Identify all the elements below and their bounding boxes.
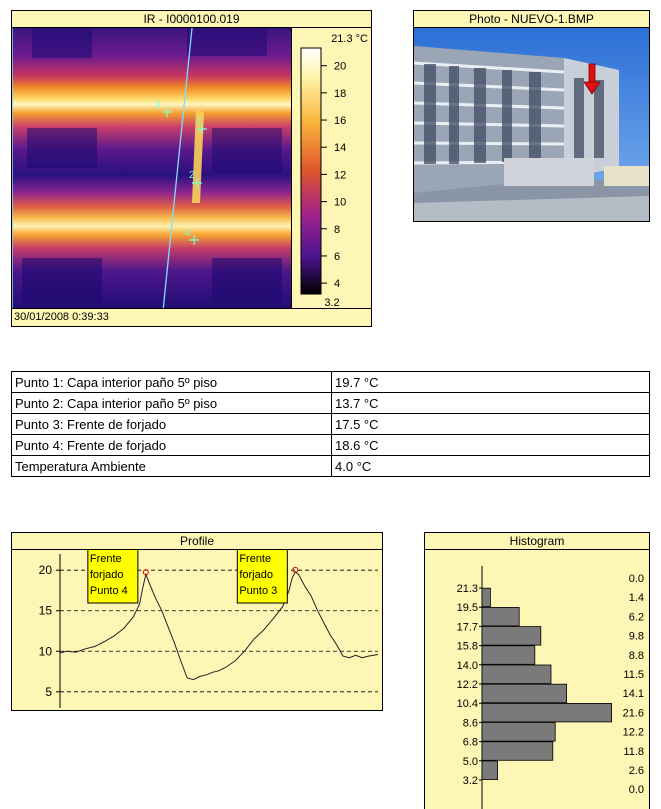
profile-chart: 20 15 10 5 Frente forjado Punto 4 Frente forjado… bbox=[39, 550, 379, 708]
point-label: Temperatura Ambiente bbox=[11, 455, 332, 477]
hist-value-label: 0.0 bbox=[629, 573, 644, 585]
hist-category-label: 12.2 bbox=[457, 679, 478, 691]
scale-tick-label: 18 bbox=[334, 88, 346, 100]
hist-category-label: 17.7 bbox=[457, 621, 478, 633]
ir-thermal-image[interactable]: 3 1 2 4 bbox=[12, 28, 291, 311]
point-label: Punto 4: Frente de forjado bbox=[11, 434, 332, 456]
hist-category-label: 5.0 bbox=[463, 756, 478, 768]
scale-tick-label: 14 bbox=[334, 142, 346, 154]
y-tick-label: 5 bbox=[45, 685, 52, 699]
ir-panel: IR - I0000100.019 bbox=[11, 10, 372, 327]
ir-title: IR - I0000100.019 bbox=[12, 11, 371, 28]
hist-bar bbox=[481, 760, 499, 780]
peak-marker bbox=[142, 569, 149, 576]
photo-title: Photo - NUEVO-1.BMP bbox=[414, 11, 649, 28]
hist-value-label: 11.8 bbox=[623, 746, 644, 758]
ir-marker-label: 3 bbox=[155, 100, 161, 111]
point-value: 19.7 °C bbox=[331, 371, 650, 393]
point-label: Punto 1: Capa interior paño 5º piso bbox=[11, 371, 332, 393]
point-value: 18.6 °C bbox=[331, 434, 650, 456]
hist-category-label: 8.6 bbox=[463, 717, 478, 729]
hist-bar bbox=[481, 626, 542, 646]
annotation-label: Punto 4 bbox=[90, 585, 128, 597]
scale-tick-label: 16 bbox=[334, 115, 346, 127]
hist-category-label: 10.4 bbox=[457, 698, 478, 710]
hist-value-label: 9.8 bbox=[629, 631, 644, 643]
profile-panel: Profile 20 15 10 5 Frente forjado Punto 4 Frent… bbox=[11, 532, 383, 711]
building-photo[interactable] bbox=[414, 28, 649, 221]
point-value: 13.7 °C bbox=[331, 392, 650, 414]
profile-title: Profile bbox=[12, 533, 382, 550]
annotation-label: Frente bbox=[239, 553, 271, 565]
photo-panel: Photo - NUEVO-1.BMP bbox=[413, 10, 650, 222]
point-label: Punto 2: Capa interior paño 5º piso bbox=[11, 392, 332, 414]
hist-bar bbox=[481, 645, 536, 665]
hist-category-label: 14.0 bbox=[457, 660, 478, 672]
scale-tick-label: 10 bbox=[334, 197, 346, 209]
hist-bar bbox=[481, 683, 567, 704]
scale-tick-label: 20 bbox=[334, 61, 346, 73]
hist-bar bbox=[481, 741, 554, 761]
histogram-chart: 21.3 19.5 17.7 15.8 14.0 12.2 10.4 8.6 6.8 5.0 3.2… bbox=[457, 566, 644, 809]
scale-min-label: 3.2 bbox=[324, 297, 339, 309]
hist-category-label: 19.5 bbox=[457, 602, 478, 614]
ir-marker-label: 4 bbox=[185, 228, 191, 239]
scale-tick-label: 6 bbox=[334, 251, 340, 263]
scale-max-label: 21.3 °C bbox=[331, 33, 368, 45]
point-value: 4.0 °C bbox=[331, 455, 650, 477]
peak-marker bbox=[292, 566, 299, 573]
histogram-title: Histogram bbox=[425, 533, 649, 550]
point-label: Punto 3: Frente de forjado bbox=[11, 413, 332, 435]
hist-bar bbox=[481, 664, 552, 684]
hist-bar bbox=[481, 702, 613, 723]
ir-marker-label: 1 bbox=[196, 116, 202, 127]
hist-category-label: 3.2 bbox=[463, 775, 478, 787]
hist-bar bbox=[481, 607, 520, 627]
table-row: Punto 3: Frente de forjado 17.5 °C bbox=[11, 413, 650, 435]
hist-category-label: 21.3 bbox=[457, 583, 478, 595]
y-tick-label: 20 bbox=[39, 563, 53, 577]
hist-value-label: 1.4 bbox=[629, 592, 644, 604]
ir-timestamp: 30/01/2008 0:39:33 bbox=[12, 308, 371, 326]
scale-tick-label: 8 bbox=[334, 224, 340, 236]
hist-value-label: 8.8 bbox=[629, 650, 644, 662]
y-tick-label: 15 bbox=[39, 604, 53, 618]
hist-value-label: 6.2 bbox=[629, 611, 644, 623]
table-row: Temperatura Ambiente 4.0 °C bbox=[11, 455, 650, 477]
ir-color-scale: 21.3 °C 20 18 16 14 12 10 8 6 4 3.2 bbox=[291, 28, 371, 311]
annotation-label: Punto 3 bbox=[239, 585, 277, 597]
table-row: Punto 2: Capa interior paño 5º piso 13.7 … bbox=[11, 392, 650, 414]
hist-value-label: 0.0 bbox=[629, 784, 644, 796]
histogram-panel: Histogram 21.3 19.5 17.7 15.8 14.0 12.2 10.4 8.… bbox=[424, 532, 650, 809]
y-tick-label: 10 bbox=[39, 644, 53, 658]
annotation-box bbox=[87, 550, 139, 604]
hist-value-label: 14.1 bbox=[623, 688, 644, 700]
hist-bar bbox=[481, 722, 556, 742]
hist-value-label: 11.5 bbox=[623, 669, 644, 681]
hist-category-label: 15.8 bbox=[457, 641, 478, 653]
scale-tick-label: 12 bbox=[334, 169, 346, 181]
annotation-box bbox=[236, 550, 288, 604]
hist-value-label: 12.2 bbox=[623, 727, 644, 739]
annotation-label: forjado bbox=[90, 569, 124, 581]
hist-category-label: 6.8 bbox=[463, 737, 478, 749]
table-row: Punto 4: Frente de forjado 18.6 °C bbox=[11, 434, 650, 456]
ir-marker-label: 2 bbox=[189, 170, 195, 181]
hist-bar bbox=[481, 587, 491, 608]
annotation-label: Frente bbox=[90, 553, 122, 565]
profile-line bbox=[59, 571, 379, 681]
points-table: Punto 1: Capa interior paño 5º piso 19.7 … bbox=[11, 371, 650, 477]
table-row: Punto 1: Capa interior paño 5º piso 19.7 … bbox=[11, 371, 650, 393]
hist-value-label: 21.6 bbox=[623, 707, 644, 719]
hist-value-label: 2.6 bbox=[629, 765, 644, 777]
scale-tick-label: 4 bbox=[334, 278, 340, 290]
annotation-label: forjado bbox=[239, 569, 273, 581]
point-value: 17.5 °C bbox=[331, 413, 650, 435]
